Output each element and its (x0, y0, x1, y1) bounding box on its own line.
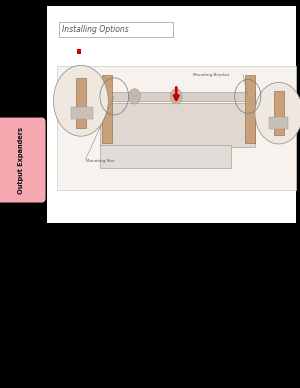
FancyBboxPatch shape (76, 78, 86, 128)
FancyBboxPatch shape (100, 146, 231, 168)
FancyBboxPatch shape (46, 6, 296, 223)
Circle shape (170, 89, 182, 104)
FancyBboxPatch shape (245, 74, 255, 143)
Text: Mounting Bracket: Mounting Bracket (193, 73, 229, 77)
FancyBboxPatch shape (58, 22, 172, 37)
FancyBboxPatch shape (102, 74, 112, 143)
Text: Output Expanders: Output Expanders (18, 126, 24, 194)
FancyBboxPatch shape (269, 117, 288, 129)
Circle shape (129, 89, 140, 104)
FancyBboxPatch shape (76, 49, 81, 54)
FancyBboxPatch shape (57, 66, 296, 190)
Circle shape (255, 82, 300, 144)
FancyBboxPatch shape (274, 91, 284, 135)
FancyBboxPatch shape (71, 107, 93, 120)
Circle shape (53, 65, 108, 136)
FancyBboxPatch shape (100, 92, 255, 101)
Text: Mounting Slot: Mounting Slot (85, 159, 114, 163)
FancyBboxPatch shape (0, 118, 46, 203)
Text: Installing Options: Installing Options (62, 25, 129, 34)
FancyBboxPatch shape (100, 103, 255, 147)
